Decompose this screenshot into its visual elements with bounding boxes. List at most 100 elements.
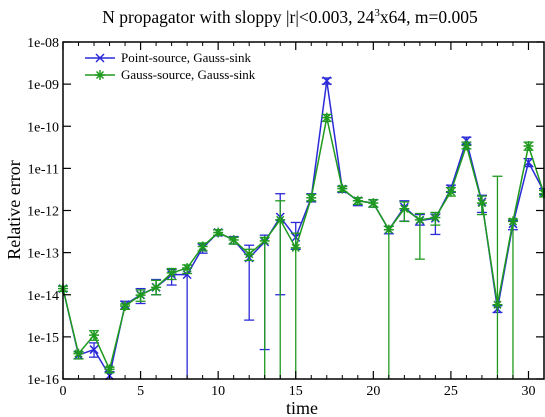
- y-tick-label: 1e-08: [27, 36, 59, 51]
- marker-stroke: [307, 193, 316, 202]
- marker-stroke: [214, 228, 223, 237]
- title-main: N propagator with sloppy |r|<0.003, 24: [102, 7, 374, 27]
- marker-stroke: [322, 113, 331, 122]
- x-tick-label: 25: [444, 384, 458, 399]
- x-tick-label: 15: [289, 384, 303, 399]
- data-point: [182, 270, 192, 280]
- x-tick-label: 5: [137, 384, 144, 399]
- marker-stroke: [74, 349, 83, 358]
- marker-stroke: [229, 235, 238, 245]
- data-point: [104, 364, 115, 375]
- data-point: [507, 216, 518, 227]
- y-tick-label: 1e-13: [27, 247, 59, 262]
- data-point: [259, 235, 270, 246]
- marker-stroke: [105, 365, 114, 374]
- title-superscript: 3: [374, 7, 380, 19]
- y-axis-label: Relative error: [4, 160, 24, 259]
- data-point: [492, 299, 503, 310]
- data-point: [120, 301, 131, 312]
- marker-stroke: [291, 243, 300, 252]
- marker-stroke: [493, 300, 502, 309]
- marker-stroke: [276, 215, 285, 224]
- marker-stroke: [462, 141, 471, 150]
- data-point: [89, 345, 99, 355]
- marker-stroke: [524, 141, 533, 151]
- y-tick-label: 1e-12: [27, 205, 59, 220]
- data-point: [352, 195, 363, 206]
- x-tick-label: 30: [521, 384, 535, 399]
- y-tick-label: 1e-14: [27, 289, 59, 304]
- marker-stroke: [89, 331, 99, 340]
- plot-frame: [62, 41, 545, 380]
- y-tick-label: 1e-16: [27, 373, 59, 388]
- marker-stroke: [523, 157, 534, 167]
- marker-stroke: [182, 263, 192, 273]
- data-point: [182, 263, 193, 274]
- marker-stroke: [384, 225, 393, 234]
- y-tick-label: 1e-10: [27, 120, 59, 135]
- marker-stroke: [431, 213, 440, 222]
- marker-stroke: [260, 236, 269, 246]
- chart-title: N propagator with sloppy |r|<0.003, 243x…: [102, 7, 478, 27]
- x-tick-label: 20: [366, 384, 380, 399]
- data-point: [383, 224, 394, 235]
- marker-stroke: [198, 242, 207, 251]
- x-tick-label: 0: [60, 384, 67, 399]
- data-point: [244, 249, 255, 260]
- marker-stroke: [338, 184, 347, 193]
- y-tick-label: 1e-09: [27, 78, 59, 93]
- marker-stroke: [120, 301, 130, 311]
- marker-stroke: [167, 268, 176, 278]
- data-point: [414, 214, 425, 225]
- data-point: [73, 348, 84, 359]
- data-point: [461, 140, 472, 151]
- legend-label-point-source: Point-source, Gauss-sink: [121, 50, 251, 65]
- marker-stroke: [369, 198, 378, 208]
- axis-ticks: 0 5 10 15 20 25 30 1e-16 1e-15 1e-14 1e-13 1e-12 1e-…: [27, 36, 544, 399]
- legend: Point-source, Gauss-sink Gauss-source, G…: [85, 50, 256, 82]
- marker-stroke: [353, 196, 362, 205]
- data-point: [445, 186, 456, 197]
- marker-stroke: [400, 204, 409, 213]
- data-point: [337, 183, 348, 194]
- data-point: [430, 212, 441, 223]
- data-point: [135, 290, 146, 301]
- data-point: [228, 234, 239, 245]
- legend-marker-gauss-source: [95, 70, 105, 80]
- series-line: [62, 117, 545, 372]
- marker-stroke: [446, 187, 456, 196]
- y-tick-label: 1e-15: [27, 331, 59, 346]
- data-point: [275, 214, 286, 225]
- legend-marker-point-source: [95, 53, 105, 63]
- marker-stroke: [415, 215, 425, 224]
- marker-stroke: [245, 250, 254, 259]
- data-point: [290, 242, 301, 253]
- y-tick-label: 1e-11: [28, 162, 59, 177]
- data-point: [322, 76, 332, 86]
- marker-stroke: [151, 283, 161, 292]
- series-line: [62, 80, 545, 378]
- data-point: [89, 330, 100, 341]
- marker-stroke: [477, 198, 487, 208]
- data-point: [476, 198, 487, 209]
- data-point: [368, 198, 379, 209]
- x-tick-label: 10: [211, 384, 225, 399]
- data-point: [321, 112, 332, 123]
- plot-area: [58, 76, 545, 381]
- data-point: [197, 241, 208, 252]
- data-point: [213, 227, 224, 238]
- marker-stroke: [508, 217, 518, 226]
- legend-label-gauss-source: Gauss-source, Gauss-sink: [121, 67, 256, 82]
- marker-stroke: [322, 76, 332, 86]
- data-point: [166, 267, 177, 278]
- marker-stroke: [136, 290, 145, 300]
- data-point: [523, 140, 534, 151]
- data-point: [151, 282, 162, 293]
- series-gauss-source: [58, 112, 545, 379]
- marker-stroke: [89, 345, 99, 355]
- x-axis-label: time: [286, 398, 318, 417]
- data-point: [399, 203, 410, 214]
- marker-stroke: [182, 270, 192, 280]
- title-rest: x64, m=0.005: [380, 7, 478, 27]
